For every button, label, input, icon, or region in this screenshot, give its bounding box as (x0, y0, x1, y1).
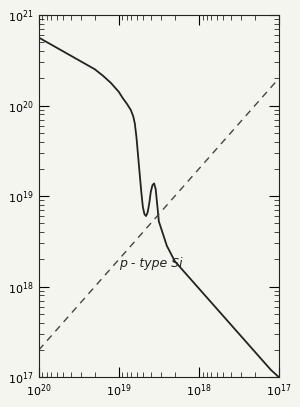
Text: p - type Si: p - type Si (119, 258, 183, 271)
